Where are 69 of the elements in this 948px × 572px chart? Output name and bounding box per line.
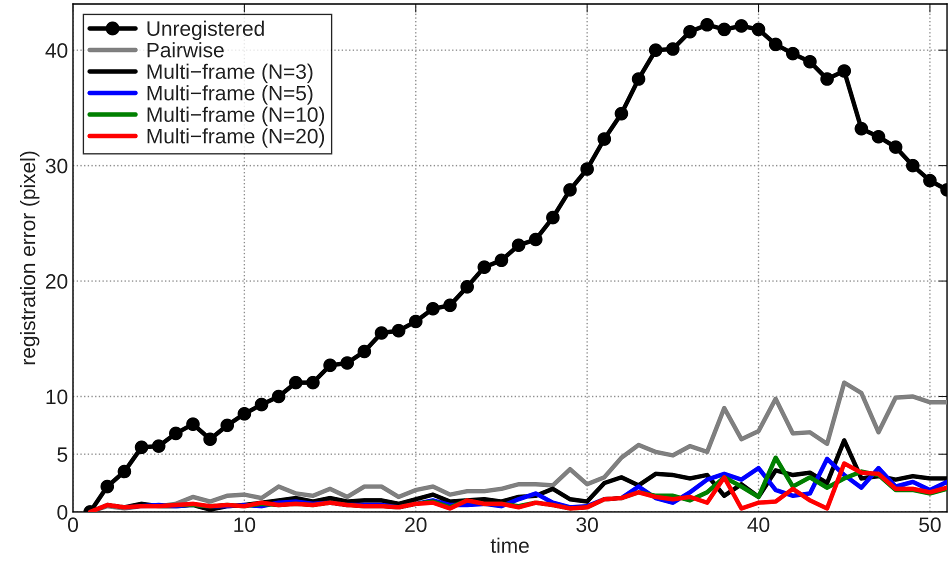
point <box>100 480 114 494</box>
x-tick-label: 50 <box>919 517 941 532</box>
point <box>220 418 234 432</box>
point <box>152 439 166 453</box>
point <box>494 254 508 268</box>
x-axis-title: time <box>490 538 529 553</box>
legend-label: Pairwise <box>148 42 224 58</box>
y-tick-label: 40 <box>45 43 68 58</box>
point <box>392 324 406 338</box>
legend-label: Multi−frame (N=20) <box>148 128 324 148</box>
point <box>306 376 320 390</box>
point <box>786 46 800 60</box>
legend-label: Multi−frame (N=5) <box>148 85 312 105</box>
y-axis-title: registration error (pixel) <box>20 152 40 364</box>
point <box>563 183 577 197</box>
x-tick-label: 10 <box>234 517 256 532</box>
point <box>408 314 423 328</box>
point <box>837 64 851 78</box>
legend-label: Multi−frame (N=10) <box>148 106 324 126</box>
point <box>734 19 748 33</box>
point <box>598 132 612 146</box>
x-tick-label: 0 <box>68 517 78 532</box>
point <box>512 238 526 252</box>
point <box>580 162 594 176</box>
legend-label: Multi−frame (N=3) <box>148 64 312 84</box>
point <box>666 42 680 56</box>
point <box>614 106 628 120</box>
legend-label: Unregistered <box>148 20 264 40</box>
point <box>872 130 886 144</box>
point <box>272 390 286 404</box>
y-tick-label: 5 <box>57 447 68 462</box>
y-tick-label: 10 <box>46 390 68 404</box>
point <box>358 344 372 358</box>
point <box>118 464 132 478</box>
point <box>460 280 474 294</box>
point <box>648 43 662 57</box>
point <box>323 358 337 372</box>
point <box>289 376 303 390</box>
point <box>717 22 732 36</box>
y-tick-label: 20 <box>46 274 68 289</box>
y-tick-label: 0 <box>57 504 68 520</box>
point <box>186 417 200 431</box>
point <box>546 210 560 224</box>
point <box>374 326 388 340</box>
point <box>443 298 457 312</box>
point <box>632 72 646 86</box>
point <box>238 407 252 421</box>
x-tick-label: 40 <box>747 517 770 532</box>
point <box>254 398 268 412</box>
x-tick-label: 20 <box>405 517 427 532</box>
x-tick-label: 30 <box>576 517 598 532</box>
point <box>700 18 714 32</box>
point <box>426 302 440 316</box>
point <box>820 72 834 86</box>
point <box>752 22 766 36</box>
y-tick-label: 30 <box>46 158 68 174</box>
point <box>683 24 697 38</box>
point <box>528 232 542 246</box>
point <box>203 432 217 446</box>
point <box>340 356 354 370</box>
point <box>768 38 782 52</box>
point <box>803 54 817 68</box>
point <box>906 158 920 172</box>
point <box>478 260 492 274</box>
point <box>134 440 148 454</box>
point <box>169 426 183 440</box>
point <box>854 122 868 136</box>
point <box>923 174 937 188</box>
point <box>888 140 902 154</box>
